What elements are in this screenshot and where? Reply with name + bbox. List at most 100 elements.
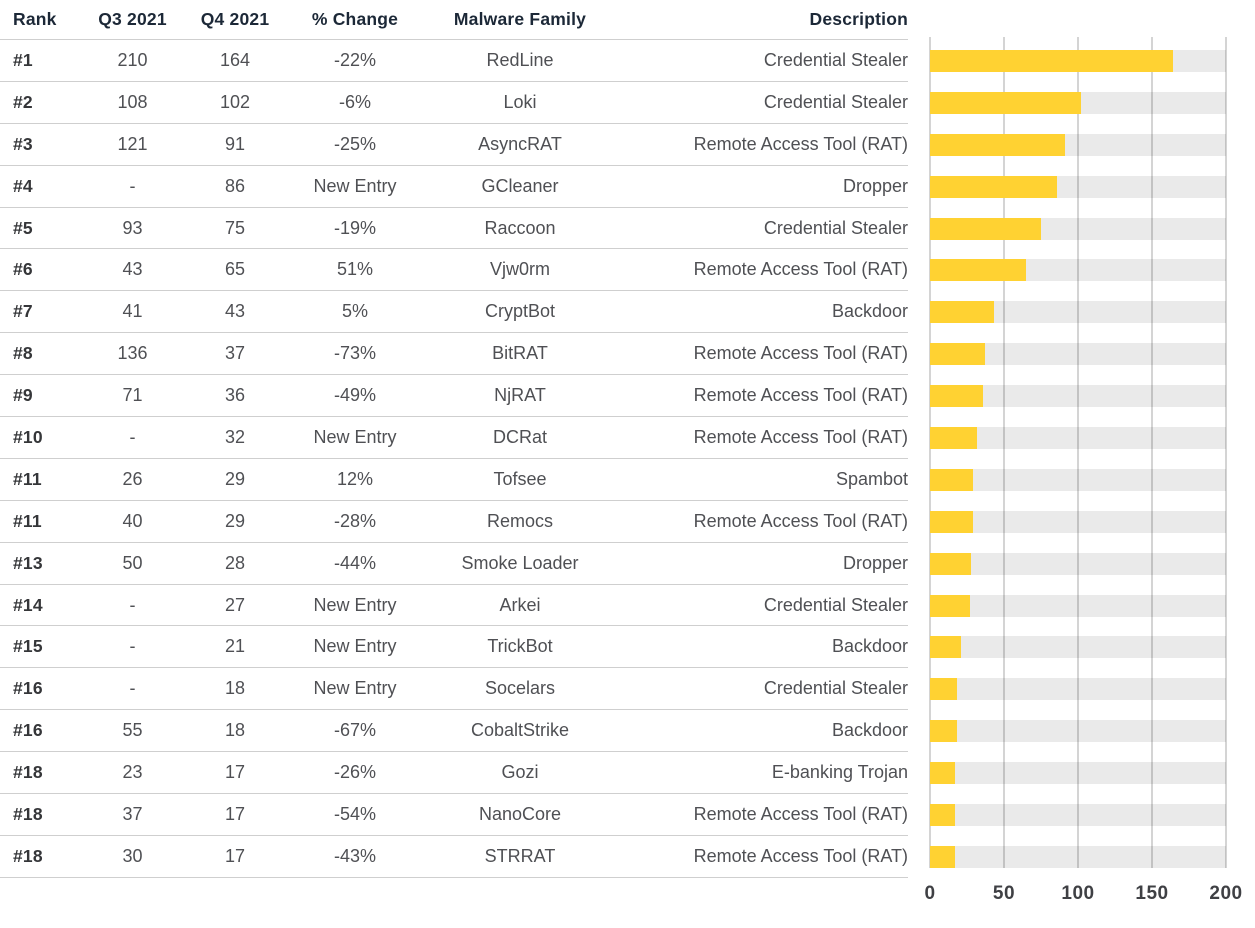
- cell-description: Credential Stealer: [763, 49, 908, 70]
- x-axis-tick-label: 200: [1209, 883, 1243, 904]
- table-row: #6 43 65 51% Vjw0rm Remote Access Tool (…: [0, 249, 908, 292]
- cell-percent-change: -54%: [333, 803, 377, 824]
- cell-percent-change: New Entry: [313, 426, 397, 447]
- bar-row: [930, 543, 1226, 585]
- cell-description: Backdoor: [831, 301, 908, 322]
- cell-q3-2021: 210: [117, 49, 148, 70]
- bar-track: [930, 175, 1226, 198]
- cell-q3-2021: -: [129, 636, 136, 657]
- bar-track: [930, 594, 1226, 617]
- table-row: #16 - 18 New Entry Socelars Credential S…: [0, 668, 908, 711]
- cell-q3-2021: 136: [117, 343, 148, 364]
- bar-track: [930, 301, 1226, 324]
- cell-q4-2021: 18: [224, 678, 246, 699]
- cell-q4-2021: 28: [224, 552, 246, 573]
- cell-percent-change: New Entry: [313, 678, 397, 699]
- bar-fill: [930, 678, 957, 701]
- cell-description: Remote Access Tool (RAT): [693, 259, 908, 280]
- bar-fill: [930, 343, 985, 366]
- table-header: Rank Q3 2021 Q4 2021 % Change Malware Fa…: [0, 0, 908, 40]
- cell-q3-2021: -: [129, 594, 136, 615]
- cell-description: Spambot: [835, 468, 908, 489]
- cell-malware-family: Raccoon: [484, 217, 556, 238]
- bar-fill: [930, 133, 1065, 156]
- bar-fill: [930, 426, 978, 449]
- cell-rank: #3: [13, 133, 33, 154]
- bar-fill: [930, 259, 1027, 282]
- cell-q4-2021: 43: [224, 301, 246, 322]
- bar-fill: [930, 91, 1081, 114]
- table-row: #13 50 28 -44% Smoke Loader Dropper: [0, 543, 908, 585]
- cell-q4-2021: 91: [224, 133, 246, 154]
- cell-percent-change: -28%: [333, 510, 377, 531]
- bar-track: [930, 91, 1226, 114]
- cell-q4-2021: 102: [219, 91, 251, 112]
- cell-rank: #16: [13, 720, 43, 741]
- bar-fill: [930, 510, 973, 533]
- cell-percent-change: -43%: [333, 845, 377, 866]
- bar-row: [930, 124, 1226, 166]
- bar-row: [930, 249, 1226, 291]
- cell-percent-change: -26%: [333, 762, 377, 783]
- cell-malware-family: TrickBot: [487, 636, 553, 657]
- table-row: #18 37 17 -54% NanoCore Remote Access To…: [0, 794, 908, 836]
- cell-description: Remote Access Tool (RAT): [693, 133, 908, 154]
- bar-fill: [930, 594, 970, 617]
- bar-track: [930, 343, 1226, 366]
- bar-row: [930, 417, 1226, 459]
- cell-percent-change: -6%: [338, 91, 371, 112]
- cell-rank: #18: [13, 803, 43, 824]
- table-row: #11 26 29 12% Tofsee Spambot: [0, 459, 908, 501]
- bar-track: [930, 636, 1226, 659]
- cell-q3-2021: -: [129, 426, 136, 447]
- bar-fill: [930, 175, 1058, 198]
- cell-q3-2021: 121: [117, 133, 148, 154]
- header-cell-q4-2021: Q4 2021: [200, 9, 270, 29]
- cell-percent-change: -73%: [333, 343, 377, 364]
- cell-percent-change: -44%: [333, 552, 377, 573]
- bar-track: [930, 510, 1226, 533]
- cell-rank: #4: [13, 175, 33, 196]
- cell-q3-2021: 37: [122, 803, 143, 824]
- x-axis-tick-label: 150: [1135, 883, 1169, 904]
- bar-fill: [930, 803, 956, 826]
- bar-row: [930, 794, 1226, 836]
- cell-rank: #5: [13, 217, 33, 238]
- bar-track: [930, 49, 1226, 72]
- bar-fill: [930, 49, 1173, 72]
- bar-track: [930, 133, 1226, 156]
- bar-row: [930, 585, 1226, 627]
- cell-malware-family: Remocs: [486, 510, 553, 531]
- cell-malware-family: AsyncRAT: [478, 133, 562, 154]
- table-row: #5 93 75 -19% Raccoon Credential Stealer: [0, 208, 908, 250]
- bar-track: [930, 259, 1226, 282]
- cell-malware-family: BitRAT: [492, 343, 548, 364]
- x-axis-tick-label: 0: [924, 883, 936, 904]
- cell-malware-family: CobaltStrike: [470, 720, 570, 741]
- cell-malware-family: Vjw0rm: [489, 259, 550, 280]
- bar-track: [930, 552, 1226, 575]
- x-axis-tick-label: 50: [992, 883, 1016, 904]
- cell-percent-change: New Entry: [313, 175, 397, 196]
- cell-description: Backdoor: [831, 636, 908, 657]
- cell-malware-family: Tofsee: [493, 468, 547, 489]
- cell-percent-change: 5%: [341, 301, 368, 322]
- bar-fill: [930, 301, 994, 324]
- table-row: #18 23 17 -26% Gozi E-banking Trojan: [0, 752, 908, 795]
- cell-rank: #10: [13, 426, 43, 447]
- bar-row: [930, 166, 1226, 208]
- cell-rank: #14: [13, 594, 43, 615]
- cell-description: Remote Access Tool (RAT): [693, 845, 908, 866]
- cell-percent-change: 12%: [336, 468, 374, 489]
- bar-row: [930, 459, 1226, 501]
- cell-rank: #2: [13, 91, 33, 112]
- cell-q4-2021: 17: [224, 803, 246, 824]
- cell-description: Remote Access Tool (RAT): [693, 343, 908, 364]
- cell-percent-change: New Entry: [313, 636, 397, 657]
- bar-track: [930, 803, 1226, 826]
- chart-bars: [930, 40, 1226, 878]
- cell-q4-2021: 18: [224, 720, 246, 741]
- cell-description: Credential Stealer: [763, 678, 908, 699]
- cell-q3-2021: 23: [122, 762, 143, 783]
- cell-malware-family: Gozi: [501, 762, 539, 783]
